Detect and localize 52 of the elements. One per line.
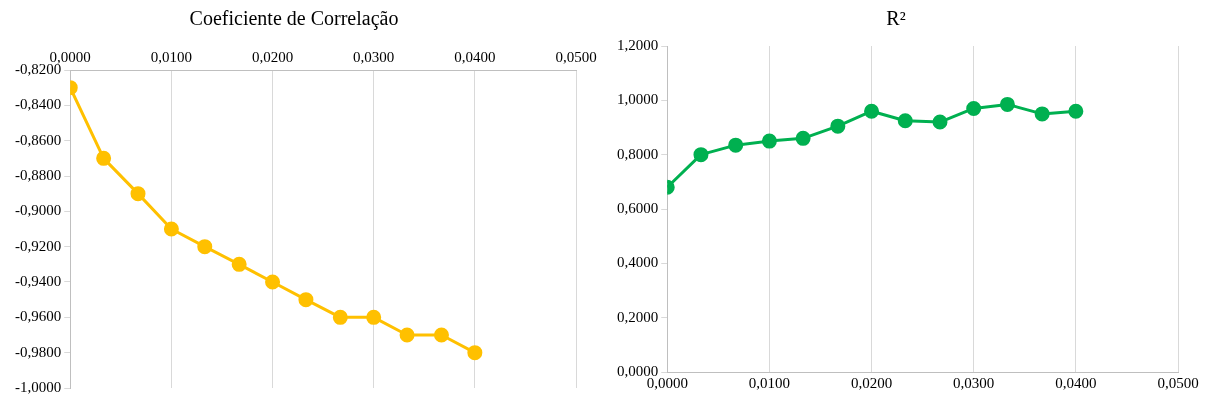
point: [932, 114, 948, 130]
y-tick-label: -1,0000: [15, 378, 62, 395]
y-tick-label: -0,9400: [15, 272, 62, 289]
point: [761, 133, 777, 149]
chart-title: R²: [886, 7, 906, 30]
point: [864, 103, 880, 119]
y-tick-label: 0,8000: [617, 145, 659, 162]
point: [693, 147, 709, 163]
x-tick-label: 0,0400: [1055, 374, 1097, 391]
x-tick-label: 0,0400: [454, 48, 496, 65]
point: [197, 239, 213, 255]
chart-title: Coeficiente de Correlação: [189, 7, 399, 31]
x-tick-label: 0,0500: [1157, 374, 1199, 391]
point: [966, 100, 982, 116]
point: [332, 309, 348, 325]
y-tick-label: 0,6000: [617, 199, 659, 216]
y-tick-label: 0,4000: [617, 254, 659, 271]
point: [1068, 103, 1084, 119]
x-tick-label: 0,0300: [353, 48, 395, 65]
y-tick-label: 0,0000: [617, 362, 659, 379]
point: [130, 186, 146, 202]
y-tick-label: 1,0000: [617, 91, 659, 108]
x-tick-label: 0,0200: [850, 374, 893, 391]
point: [897, 113, 913, 129]
point: [298, 292, 314, 308]
point: [265, 274, 281, 290]
point: [399, 327, 415, 343]
x-tick-label: 0,0300: [953, 374, 995, 391]
y-tick-label: 1,2000: [617, 36, 659, 53]
point: [366, 309, 382, 325]
x-tick-label: 0,0200: [251, 48, 294, 65]
point: [728, 137, 744, 153]
point: [830, 118, 846, 134]
y-tick-label: -0,8400: [15, 96, 62, 113]
point: [231, 256, 247, 272]
y-tick-label: -0,9200: [15, 237, 62, 254]
y-tick-label: -0,9600: [15, 308, 62, 325]
point: [1034, 106, 1050, 122]
y-tick-label: -0,9000: [15, 202, 62, 219]
y-tick-label: 0,2000: [617, 308, 659, 325]
point: [467, 345, 483, 361]
x-tick-label: 0,0100: [150, 48, 193, 65]
y-tick-label: -0,8800: [15, 166, 62, 183]
x-tick-label: 0,0100: [748, 374, 791, 391]
point: [795, 130, 811, 146]
point: [163, 221, 179, 237]
x-tick-label: 0,0500: [555, 48, 597, 65]
y-tick-label: -0,8600: [15, 131, 62, 148]
point: [433, 327, 449, 343]
point: [999, 96, 1015, 112]
point: [96, 150, 112, 166]
y-tick-label: -0,9800: [15, 343, 62, 360]
